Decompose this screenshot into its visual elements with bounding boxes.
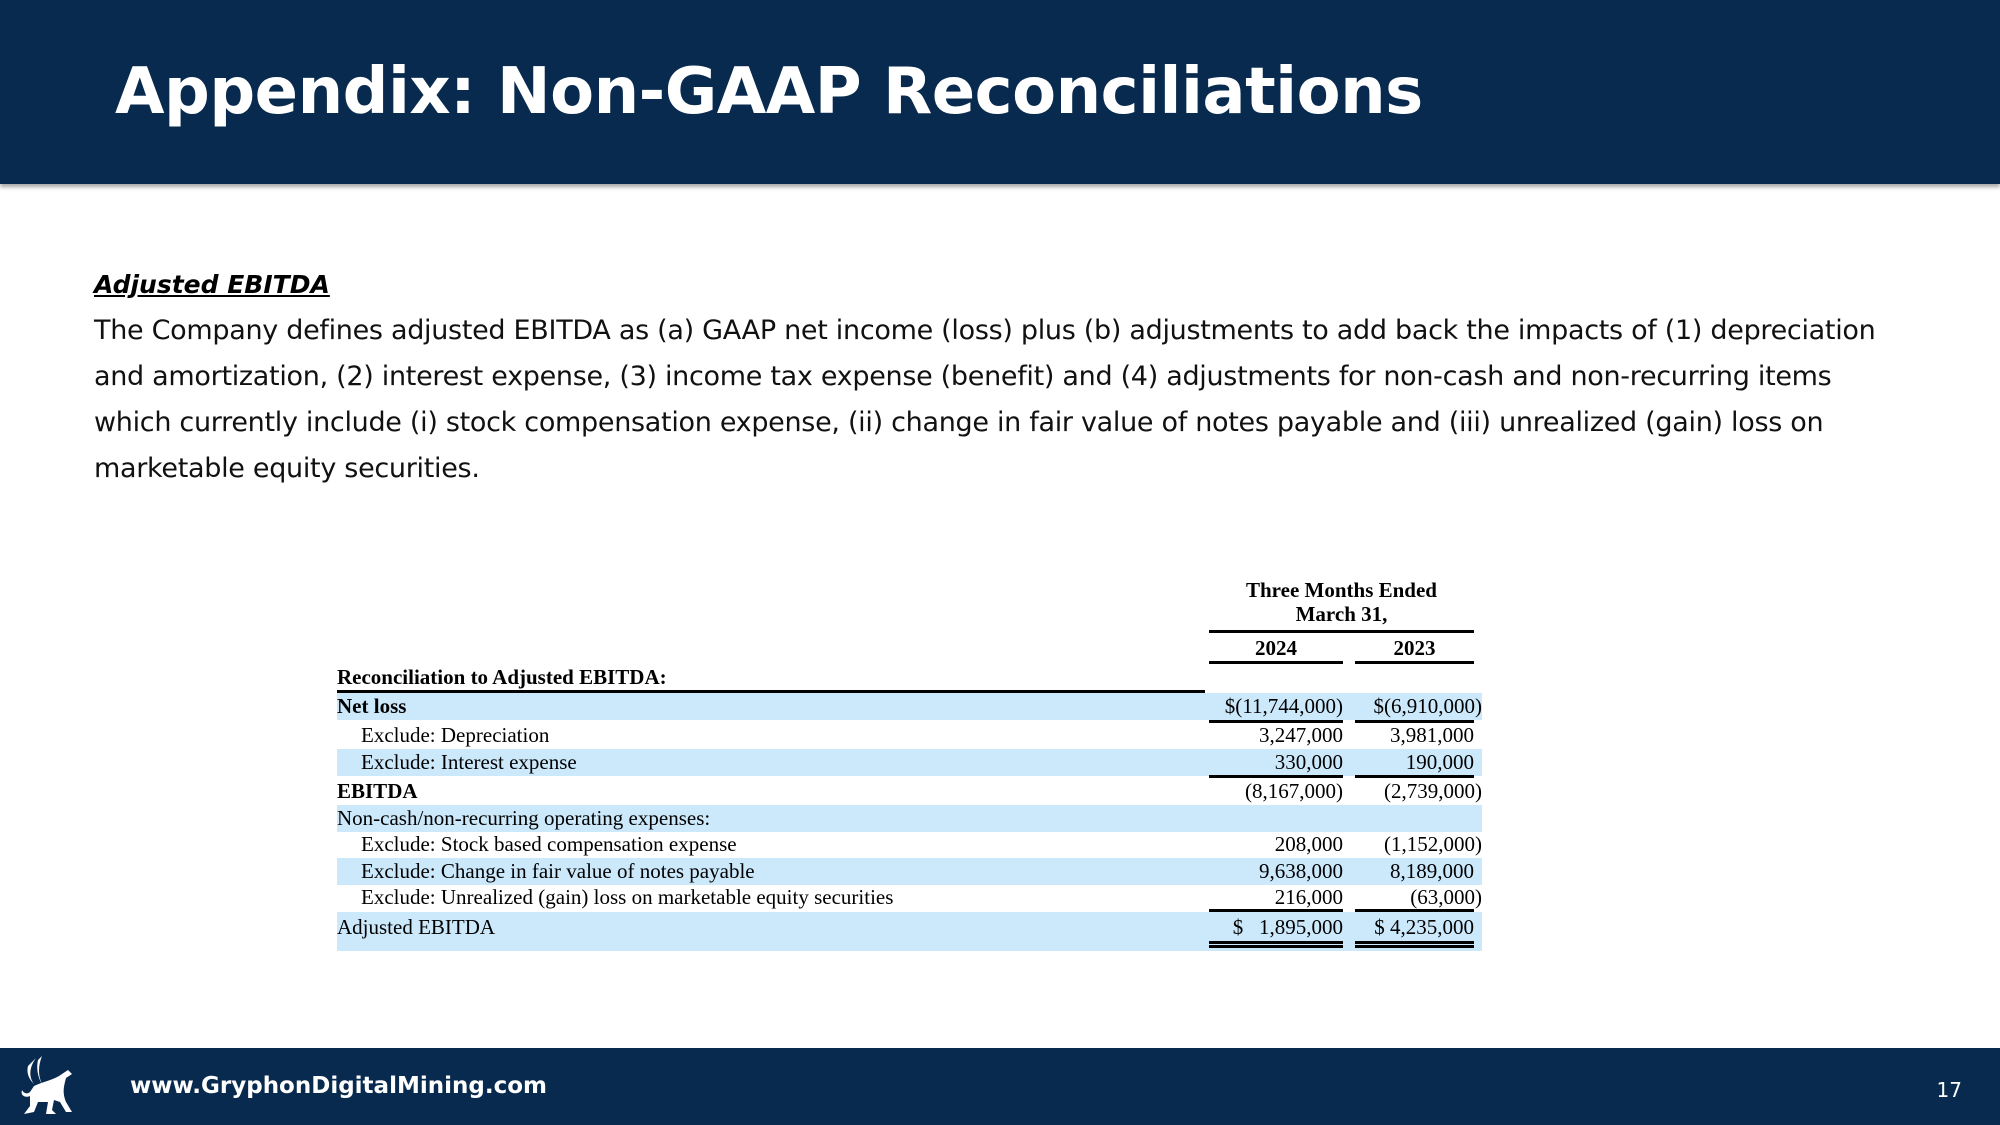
col-header-2023: 2023 [1393,636,1436,660]
col-header-2024: 2024 [1255,636,1297,660]
rule [1355,775,1474,778]
row-label: Net loss [337,694,407,718]
value-2023: $ 4,235,000 [1374,915,1474,939]
table-caption: Reconciliation to Adjusted EBITDA: [337,665,667,689]
value-2024: 9,638,000 [1259,859,1343,883]
website-link[interactable]: www.GryphonDigitalMining.com [130,1073,547,1099]
rule [1209,720,1343,723]
value-2023: (63,000) [1410,885,1482,909]
footer-bar [0,1048,2000,1125]
table-row: Exclude: Unrealized (gain) loss on marke… [337,884,1482,911]
value-2023: $(6,910,000) [1373,694,1483,718]
gryphon-logo-icon [21,1056,72,1114]
header-rule [1209,630,1474,633]
table-row: Exclude: Change in fair value of notes p… [337,858,1482,885]
rule [1355,909,1474,912]
row-label: EBITDA [337,779,418,803]
period-header-line1: Three Months Ended [1246,578,1437,602]
row-label: Exclude: Change in fair value of notes p… [361,859,755,883]
value-2023: 3,981,000 [1390,723,1474,747]
row-label: Exclude: Depreciation [361,723,550,747]
row-label: Exclude: Unrealized (gain) loss on marke… [361,885,894,909]
row-label: Exclude: Stock based compensation expens… [361,832,737,856]
value-2024: (8,167,000) [1245,779,1343,803]
table-row: Exclude: Interest expense 330,000 190,000 [337,749,1482,776]
row-label: Adjusted EBITDA [337,915,496,939]
double-rule [1355,941,1474,948]
value-2024: 216,000 [1274,885,1343,909]
rule [1209,909,1343,912]
value-2023: (1,152,000) [1384,832,1482,856]
rule [1209,775,1343,778]
col-rule [1355,661,1474,664]
value-2023: (2,739,000) [1384,779,1482,803]
page-title: Appendix: Non-GAAP Reconciliations [115,55,1423,129]
table-row: Exclude: Depreciation 3,247,000 3,981,000 [337,722,1482,749]
double-rule [1209,941,1343,948]
value-2024: 208,000 [1274,832,1343,856]
table-row: Exclude: Stock based compensation expens… [337,831,1482,858]
table-row: Non-cash/non-recurring operating expense… [337,805,1482,832]
page-number: 17 [1936,1078,1962,1102]
table-row: Net loss $(11,744,000) $(6,910,000) [337,693,1482,720]
value-2023: 190,000 [1405,750,1474,774]
period-header-line2: March 31, [1295,602,1388,626]
caption-rule [337,690,1205,693]
table-row: Adjusted EBITDA $ 1,895,000 $ 4,235,000 [337,912,1482,951]
value-2024: 3,247,000 [1259,723,1343,747]
rule [1355,720,1474,723]
value-2024: $(11,744,000) [1224,694,1343,718]
col-rule [1209,661,1343,664]
table-row: EBITDA (8,167,000) (2,739,000) [337,778,1482,805]
section-heading: Adjusted EBITDA [94,270,330,299]
value-2023: 8,189,000 [1390,859,1474,883]
row-label: Exclude: Interest expense [361,750,577,774]
value-2024: 330,000 [1274,750,1343,774]
section-description: The Company defines adjusted EBITDA as (… [94,315,1876,484]
row-label: Non-cash/non-recurring operating expense… [337,806,711,830]
header-bar [0,0,2000,184]
value-2024: $ 1,895,000 [1232,915,1343,939]
